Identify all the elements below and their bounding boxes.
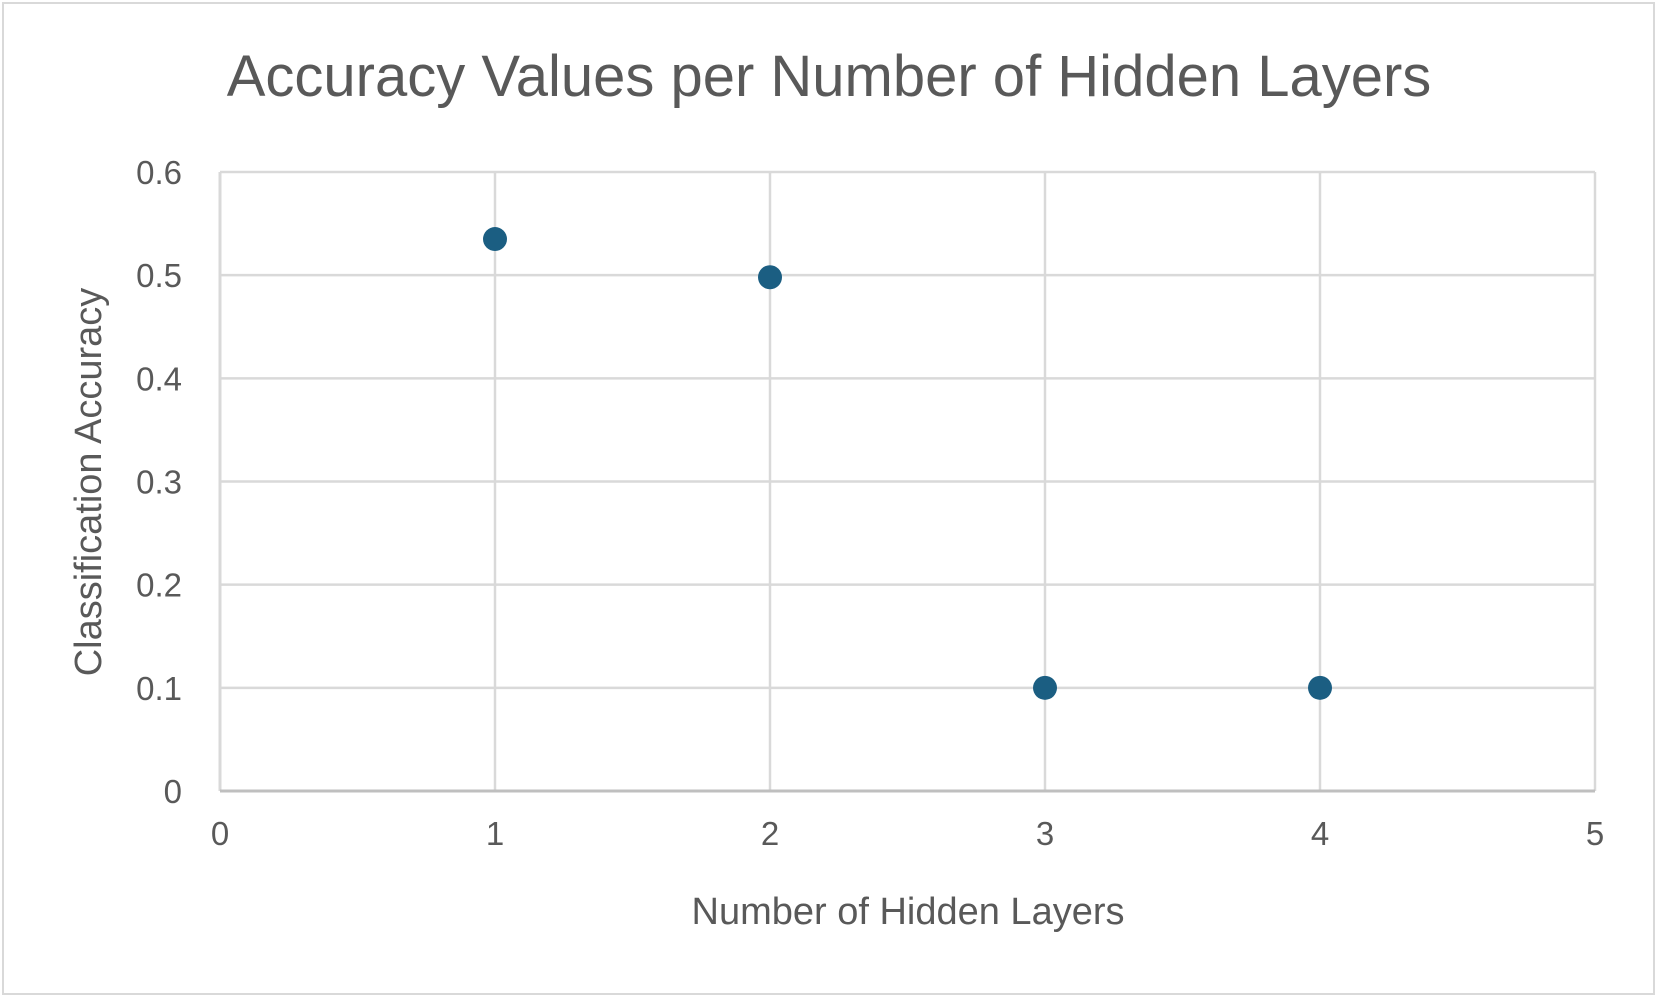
x-tick-label: 4 xyxy=(1311,815,1329,852)
y-axis-title: Classification Accuracy xyxy=(68,288,110,677)
y-tick-label: 0.6 xyxy=(136,154,182,191)
data-point xyxy=(758,265,782,290)
data-points xyxy=(483,227,1332,700)
y-tick-label: 0.2 xyxy=(136,567,182,604)
grid-layer xyxy=(220,170,1597,791)
data-point xyxy=(483,227,507,252)
x-tick-label: 2 xyxy=(761,815,779,852)
x-tick-label: 3 xyxy=(1036,815,1054,852)
data-point xyxy=(1033,675,1057,700)
x-axis-title: Number of Hidden Layers xyxy=(692,891,1125,933)
y-tick-label: 0.1 xyxy=(136,670,182,707)
y-tick-label: 0.4 xyxy=(136,360,182,397)
x-tick-label: 5 xyxy=(1586,815,1604,852)
axis-layer xyxy=(218,172,1595,793)
data-point xyxy=(1308,675,1332,700)
y-tick-label: 0 xyxy=(164,773,182,810)
x-tick-label: 0 xyxy=(211,815,229,852)
y-tick-label: 0.3 xyxy=(136,464,182,501)
chart-title: Accuracy Values per Number of Hidden Lay… xyxy=(227,44,1432,109)
x-tick-label: 1 xyxy=(486,815,504,852)
y-tick-labels: 0 0.1 0.2 0.3 0.4 0.5 0.6 xyxy=(136,154,182,810)
y-tick-label: 0.5 xyxy=(136,257,182,294)
x-tick-labels: 0 1 2 3 4 5 xyxy=(211,815,1604,852)
